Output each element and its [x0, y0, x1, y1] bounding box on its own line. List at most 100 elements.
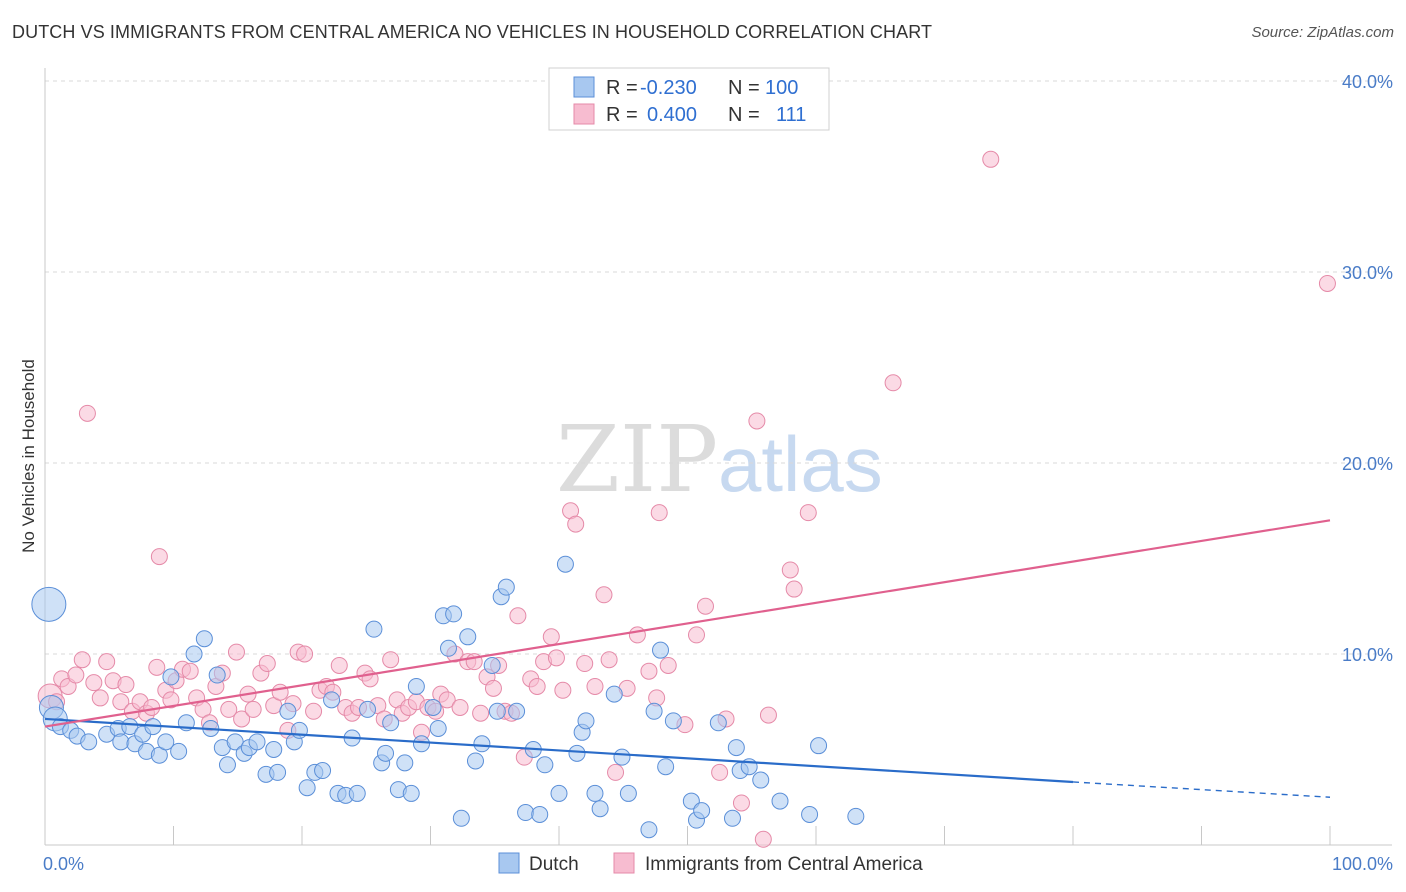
- immigrants-point-7: [85, 674, 103, 692]
- chart-title: DUTCH VS IMMIGRANTS FROM CENTRAL AMERICA…: [12, 22, 933, 42]
- dutch-point-71: [536, 756, 554, 774]
- legend-r-label-immigrants: R =: [606, 104, 638, 126]
- dutch-point-73: [556, 555, 574, 573]
- trend-line-immigrants: [44, 519, 1331, 728]
- dutch-point-59: [452, 809, 470, 827]
- dutch-point-35: [290, 721, 308, 739]
- immigrants-point-107: [884, 374, 902, 392]
- dutch-point-55: [429, 719, 447, 737]
- immigrants-point-17: [148, 658, 166, 676]
- dutch-point-32: [269, 763, 287, 781]
- immigrants-point-65: [451, 698, 469, 716]
- immigrants-point-94: [659, 656, 677, 674]
- y-axis-title: No Vehicles in Household: [19, 359, 38, 553]
- dutch-point-72: [550, 784, 568, 802]
- dutch-point-50: [396, 754, 414, 772]
- dutch-point-57: [439, 639, 457, 657]
- immigrants-point-80: [547, 649, 565, 667]
- immigrants-point-29: [220, 700, 238, 718]
- legend: R = -0.230 N = 100 R = 0.400 N = 111: [548, 67, 830, 131]
- dutch-point-98: [810, 737, 828, 755]
- immigrants-point-9: [98, 653, 116, 671]
- dutch-point-64: [488, 702, 506, 720]
- bottom-legend: Dutch Immigrants from Central America: [498, 852, 923, 875]
- immigrants-point-18: [150, 548, 168, 566]
- immigrants-point-6: [78, 404, 96, 422]
- watermark-zip: ZIP: [556, 406, 718, 513]
- immigrants-point-91: [640, 662, 658, 680]
- dutch-point-10: [121, 718, 139, 736]
- dutch-point-70: [531, 805, 549, 823]
- immigrants-point-97: [696, 597, 714, 615]
- dutch-point-92: [727, 739, 745, 757]
- dutch-point-79: [605, 685, 623, 703]
- legend-n-label-immigrants: N =: [728, 104, 760, 126]
- watermark-atlas: atlas: [718, 420, 883, 508]
- immigrants-point-106: [799, 504, 817, 522]
- dutch-point-82: [640, 821, 658, 839]
- dutch-point-21: [195, 630, 213, 648]
- dutch-point-48: [382, 714, 400, 732]
- immigrants-point-100: [732, 794, 750, 812]
- dutch-point-62: [473, 735, 491, 753]
- dutch-point-84: [652, 641, 670, 659]
- dutch-point-63: [483, 656, 501, 674]
- legend-r-value-dutch: -0.230: [640, 77, 697, 99]
- y-tick-label-40: 40.0%: [1342, 72, 1393, 92]
- dutch-point-83: [645, 702, 663, 720]
- immigrants-point-12: [117, 676, 135, 694]
- legend-r-value-immigrants: 0.400: [647, 104, 697, 126]
- dutch-point-31: [265, 741, 283, 758]
- immigrants-point-20: [162, 691, 180, 709]
- x-tick-label-max: 100.0%: [1332, 854, 1393, 874]
- immigrants-point-23: [181, 662, 199, 680]
- immigrants-point-35: [258, 655, 276, 673]
- immigrants-point-68: [472, 704, 490, 722]
- immigrants-point-87: [600, 651, 618, 669]
- bottom-legend-label-immigrants: Immigrants from Central America: [645, 854, 923, 875]
- legend-swatch-dutch: [573, 76, 595, 98]
- y-tick-label-20: 20.0%: [1342, 454, 1393, 474]
- dutch-point-33: [279, 702, 297, 720]
- bottom-legend-label-dutch: Dutch: [529, 854, 579, 875]
- x-tick-labels: 0.0% 100.0%: [43, 854, 1393, 874]
- immigrants-point-4: [67, 666, 85, 684]
- immigrants-point-85: [586, 677, 604, 695]
- dutch-point-51: [402, 784, 420, 802]
- immigrants-point-101: [748, 412, 766, 430]
- immigrants-point-33: [244, 700, 262, 718]
- immigrants-point-86: [595, 586, 613, 604]
- immigrants-point-83: [567, 515, 585, 533]
- dutch-point-60: [459, 628, 477, 646]
- immigrants-point-96: [687, 626, 705, 644]
- immigrants-point-31: [233, 710, 251, 728]
- dutch-point-96: [771, 792, 789, 810]
- y-tick-label-30: 30.0%: [1342, 263, 1393, 283]
- dutch-point-39: [323, 691, 341, 709]
- dutch-point-6: [80, 733, 98, 751]
- bottom-legend-swatch-dutch: [498, 852, 520, 874]
- dutch-point-95: [752, 771, 770, 789]
- legend-n-value-immigrants: 111: [776, 104, 806, 126]
- immigrants-point-79: [542, 628, 560, 646]
- dutch-point-89: [693, 802, 711, 820]
- dutch-point-36: [298, 779, 316, 797]
- dutch-point-38: [314, 762, 332, 780]
- dutch-point-66: [497, 578, 515, 596]
- legend-box: [548, 67, 830, 131]
- immigrants-point-109: [1318, 274, 1336, 292]
- immigrants-point-104: [781, 561, 799, 579]
- legend-r-label-dutch: R =: [606, 77, 638, 99]
- axes: [44, 68, 1392, 846]
- immigrants-point-37: [271, 683, 289, 701]
- dutch-point-74: [568, 744, 586, 762]
- dutch-point-77: [586, 784, 604, 802]
- dutch-point-97: [801, 805, 819, 823]
- dutch-point-25: [218, 756, 236, 774]
- dutch-point-91: [723, 809, 741, 827]
- immigrants-point-8: [91, 689, 109, 707]
- dutch-point-18: [170, 742, 188, 760]
- dutch-point-52: [407, 677, 425, 695]
- dutch-point-86: [664, 712, 682, 730]
